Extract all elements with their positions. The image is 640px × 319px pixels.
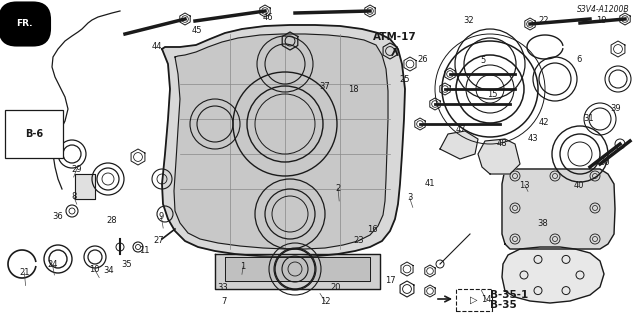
Text: 2: 2 [335,184,340,193]
Text: 8: 8 [71,192,76,201]
Text: 3: 3 [407,193,412,202]
Text: 22: 22 [539,16,549,25]
Polygon shape [75,174,95,199]
Text: 42: 42 [539,118,549,127]
Text: 4: 4 [36,37,41,46]
Text: 39: 39 [611,104,621,113]
Polygon shape [174,34,388,249]
Text: 26: 26 [417,55,428,63]
Text: B-35-1: B-35-1 [490,290,528,300]
Text: B-35: B-35 [490,300,516,310]
Text: 32: 32 [463,16,474,25]
Text: 37: 37 [320,82,330,91]
Text: 12: 12 [320,297,330,306]
Polygon shape [502,169,615,249]
Text: 27: 27 [154,236,164,245]
Text: 15: 15 [488,90,498,99]
Text: 34: 34 [104,266,114,275]
Text: 43: 43 [527,134,538,143]
Text: 9: 9 [159,212,164,221]
Polygon shape [215,254,380,289]
Text: ATM-17: ATM-17 [373,32,417,42]
Text: 13: 13 [520,181,530,189]
Text: 41: 41 [425,179,435,188]
Text: ▷: ▷ [470,295,477,305]
Text: 44: 44 [152,42,162,51]
Text: 18: 18 [348,85,358,94]
Text: 38: 38 [538,219,548,228]
Text: 21: 21 [19,268,29,277]
Text: 5: 5 [481,56,486,65]
Text: 1: 1 [241,262,246,271]
Text: 6: 6 [577,55,582,63]
Text: 33: 33 [218,283,228,292]
Text: 35: 35 [122,260,132,269]
Text: 17: 17 [385,276,396,285]
Text: 46: 46 [262,13,273,22]
Text: B-6: B-6 [25,129,43,139]
Text: 11: 11 [139,246,149,255]
Text: 36: 36 [52,212,63,221]
Text: 16: 16 [367,225,378,234]
Polygon shape [225,257,370,281]
Text: 14: 14 [481,295,492,304]
Polygon shape [162,25,405,257]
Text: 28: 28 [107,216,117,225]
Polygon shape [440,131,478,159]
Text: 31: 31 [584,114,594,122]
Text: 7: 7 [221,297,227,306]
Text: 47: 47 [456,125,466,134]
Text: 45: 45 [192,26,202,35]
Text: 23: 23 [353,236,364,245]
Text: S3V4-A1200B: S3V4-A1200B [577,4,630,13]
Text: 30: 30 [600,158,610,167]
Text: 48: 48 [497,139,508,148]
Text: 40: 40 [574,181,584,189]
Polygon shape [502,247,604,303]
Text: 19: 19 [596,16,607,25]
Text: 25: 25 [399,75,410,84]
Text: FR.: FR. [17,19,33,28]
Text: 29: 29 [72,165,82,174]
Text: 20: 20 [331,283,341,292]
Polygon shape [478,139,520,174]
Text: 10: 10 [90,265,100,274]
Text: 24: 24 [47,260,58,269]
